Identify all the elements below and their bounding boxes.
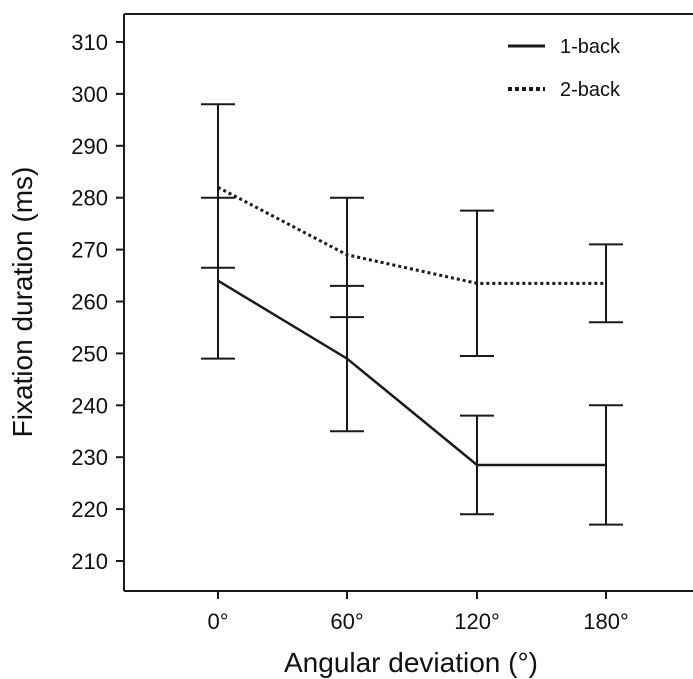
x-tick-label: 180° bbox=[583, 609, 629, 634]
y-tick-label: 230 bbox=[71, 445, 108, 470]
x-tick-label: 60° bbox=[330, 609, 363, 634]
y-tick-label: 220 bbox=[71, 497, 108, 522]
error-bar bbox=[201, 103, 235, 269]
y-tick-label: 300 bbox=[71, 82, 108, 107]
error-bar bbox=[589, 404, 623, 526]
series-line bbox=[217, 279, 606, 467]
y-tick-label: 290 bbox=[71, 134, 108, 159]
error-bar bbox=[330, 196, 364, 319]
x-axis-title: Angular deviation (°) bbox=[284, 647, 538, 678]
series-line bbox=[217, 185, 606, 285]
y-tick-label: 280 bbox=[71, 186, 108, 211]
y-tick-label: 240 bbox=[71, 393, 108, 418]
y-tick-label: 260 bbox=[71, 290, 108, 315]
y-axis: 210 220 230 240 250 260 270 280 290 300 310 bbox=[71, 30, 124, 574]
y-tick-label: 310 bbox=[71, 30, 108, 55]
series-1-back bbox=[201, 196, 623, 526]
y-tick-label: 270 bbox=[71, 238, 108, 263]
legend-label: 1-back bbox=[560, 36, 621, 58]
x-tick-label: 0° bbox=[207, 609, 228, 634]
legend-label: 2-back bbox=[560, 79, 621, 101]
y-axis-title: Fixation duration (ms) bbox=[7, 167, 38, 438]
y-tick-label: 250 bbox=[71, 341, 108, 366]
error-bar bbox=[460, 414, 494, 516]
error-bar bbox=[589, 243, 623, 324]
series-layer bbox=[201, 103, 623, 526]
x-axis: 0° 60° 120° 180° bbox=[207, 591, 629, 634]
x-tick-label: 120° bbox=[454, 609, 500, 634]
y-tick-label: 210 bbox=[71, 549, 108, 574]
series-2-back bbox=[201, 103, 623, 357]
legend: 1-back 2-back bbox=[508, 36, 621, 101]
error-bar bbox=[460, 209, 494, 357]
